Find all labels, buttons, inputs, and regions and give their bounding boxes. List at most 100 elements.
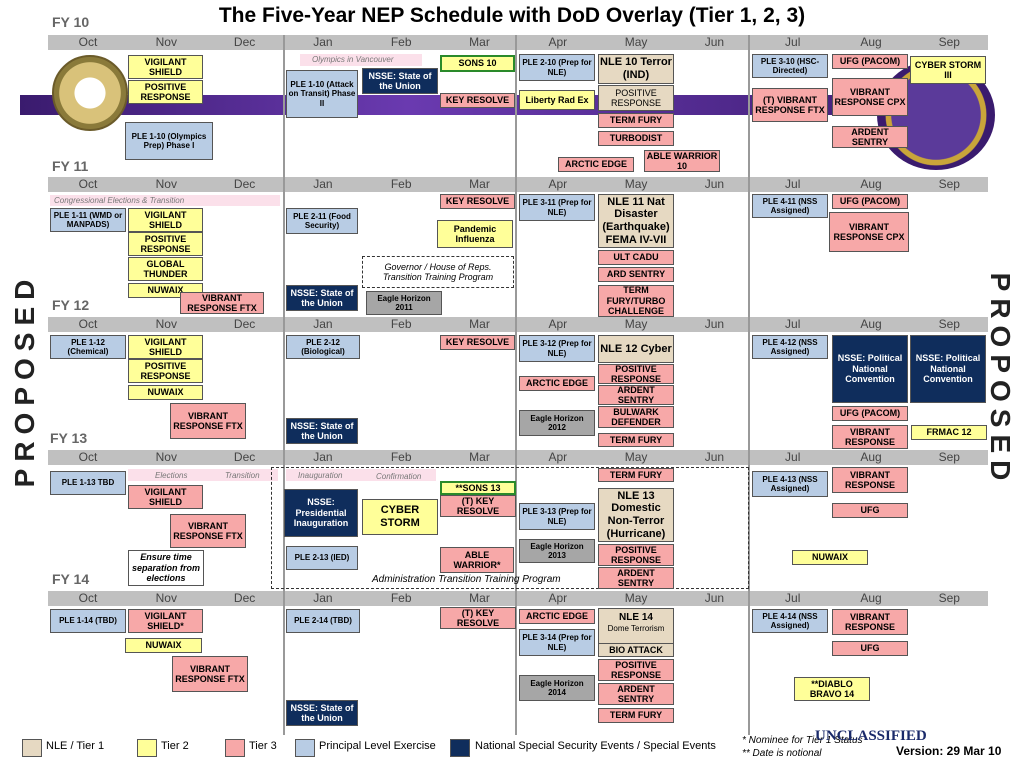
event-bio-attack[interactable]: BIO ATTACK (598, 643, 674, 657)
event-vigilant-shield[interactable]: VIGILANT SHIELD (128, 55, 203, 79)
event-arctic-edge[interactable]: ARCTIC EDGE (519, 609, 595, 624)
event-vigilant-shield[interactable]: VIGILANT SHIELD* (128, 609, 203, 633)
event-able-warrior-10[interactable]: ABLE WARRIOR 10 (644, 150, 720, 172)
event-positive-response-may[interactable]: POSITIVE RESPONSE (598, 364, 674, 384)
event-ple-2-10[interactable]: PLE 2-10 (Prep for NLE) (519, 54, 595, 81)
event-ufg-pacom[interactable]: UFG (PACOM) (832, 406, 908, 421)
event-global-thunder[interactable]: GLOBAL THUNDER (128, 257, 203, 281)
event-vibrant-response[interactable]: VIBRANT RESPONSE (832, 425, 908, 449)
event-ult-cadu[interactable]: ULT CADU (598, 250, 674, 265)
event-ple-4-14[interactable]: PLE 4-14 (NSS Assigned) (752, 609, 828, 633)
event-ardent-sentry[interactable]: ARDENT SENTRY (598, 683, 674, 705)
event-ufg-pacom[interactable]: UFG (PACOM) (832, 54, 908, 69)
event-arctic-edge[interactable]: ARCTIC EDGE (558, 157, 634, 172)
event-ardent-sentry[interactable]: ARDENT SENTRY (598, 385, 674, 405)
event-nsse-state-of-union[interactable]: NSSE: State of the Union (286, 700, 358, 726)
event-sons-10[interactable]: SONS 10 (440, 55, 515, 72)
event-vigilant-shield[interactable]: VIGILANT SHIELD (128, 335, 203, 359)
event-ple-3-10[interactable]: PLE 3-10 (HSC-Directed) (752, 54, 828, 78)
event-ple-2-13[interactable]: PLE 2-13 (IED) (286, 546, 358, 570)
event-ple-4-12[interactable]: PLE 4-12 (NSS Assigned) (752, 335, 828, 359)
event-ardent-sentry[interactable]: ARDENT SENTRY (598, 567, 674, 589)
event-ard-sentry[interactable]: ARD SENTRY (598, 267, 674, 282)
event-nle-12[interactable]: NLE 12 Cyber (598, 335, 674, 363)
event-ple-1-10-phase-1[interactable]: PLE 1-10 (Olympics Prep) Phase I (125, 122, 213, 160)
event-key-resolve[interactable]: (T) KEY RESOLVE (440, 495, 516, 517)
event-vibrant-response[interactable]: VIBRANT RESPONSE (832, 609, 908, 635)
event-ple-3-12[interactable]: PLE 3-12 (Prep for NLE) (519, 335, 595, 362)
event-nle-11[interactable]: NLE 11 Nat Disaster (Earthquake) FEMA IV… (598, 194, 674, 248)
event-ple-2-14[interactable]: PLE 2-14 (TBD) (286, 609, 360, 633)
event-nsse-state-of-union[interactable]: NSSE: State of the Union (362, 68, 438, 94)
event-nle-13[interactable]: NLE 13 Domestic Non-Terror (Hurricane) (598, 488, 674, 542)
event-term-fury[interactable]: TERM FURY (598, 468, 674, 482)
event-vibrant-response-ftx[interactable]: VIBRANT RESPONSE FTX (172, 656, 248, 692)
event-cyber-storm[interactable]: CYBER STORM (362, 499, 438, 535)
event-ufg[interactable]: UFG (832, 503, 908, 518)
event-vibrant-response-ftx[interactable]: VIBRANT RESPONSE FTX (170, 514, 246, 548)
event-ple-4-11[interactable]: PLE 4-11 (NSS Assigned) (752, 194, 828, 218)
event-key-resolve[interactable]: (T) KEY RESOLVE (440, 607, 516, 629)
event-ple-1-13[interactable]: PLE 1-13 TBD (50, 471, 126, 495)
event-key-resolve[interactable]: KEY RESOLVE (440, 335, 515, 350)
event-vibrant-response[interactable]: VIBRANT RESPONSE (832, 467, 908, 493)
event-bulwark-defender[interactable]: BULWARK DEFENDER (598, 406, 674, 428)
event-cyber-storm-iii[interactable]: CYBER STORM III (910, 56, 986, 84)
event-eagle-horizon-2012[interactable]: Eagle Horizon 2012 (519, 410, 595, 436)
event-term-fury-turbo[interactable]: TERM FURY/TURBO CHALLENGE (598, 285, 674, 317)
event-ufg[interactable]: UFG (832, 641, 908, 656)
event-ple-3-14[interactable]: PLE 3-14 (Prep for NLE) (519, 629, 595, 656)
event-vigilant-shield[interactable]: VIGILANT SHIELD (128, 208, 203, 232)
event-ple-3-13[interactable]: PLE 3-13 (Prep for NLE) (519, 503, 595, 530)
event-positive-response[interactable]: POSITIVE RESPONSE (128, 232, 203, 256)
event-vibrant-response-ftx[interactable]: VIBRANT RESPONSE FTX (180, 292, 264, 314)
event-nsse-political-convention[interactable]: NSSE: Political National Convention (832, 335, 908, 403)
event-frmac-12[interactable]: FRMAC 12 (911, 425, 987, 440)
event-positive-response[interactable]: POSITIVE RESPONSE (128, 359, 203, 383)
event-vigilant-shield[interactable]: VIGILANT SHIELD (128, 485, 203, 509)
event-nuwaix[interactable]: NUWAIX (792, 550, 868, 565)
event-sons-13[interactable]: **SONS 13 (440, 481, 516, 495)
event-nuwaix[interactable]: NUWAIX (128, 385, 203, 400)
event-vibrant-response-cpx[interactable]: VIBRANT RESPONSE CPX (829, 212, 909, 252)
event-nle-10[interactable]: NLE 10 Terror (IND) (598, 54, 674, 84)
event-diablo-bravo-14[interactable]: **DIABLO BRAVO 14 (794, 677, 870, 701)
event-ple-3-11[interactable]: PLE 3-11 (Prep for NLE) (519, 194, 595, 221)
event-term-fury[interactable]: TERM FURY (598, 113, 674, 128)
event-key-resolve[interactable]: KEY RESOLVE (440, 93, 515, 108)
event-positive-response-may[interactable]: POSITIVE RESPONSE (598, 85, 674, 111)
event-positive-response[interactable]: POSITIVE RESPONSE (598, 659, 674, 681)
event-key-resolve[interactable]: KEY RESOLVE (440, 194, 515, 209)
event-liberty-rad-ex[interactable]: Liberty Rad Ex (519, 90, 595, 110)
event-nuwaix[interactable]: NUWAIX (125, 638, 202, 653)
event-term-fury[interactable]: TERM FURY (598, 708, 674, 723)
event-eagle-horizon-2013[interactable]: Eagle Horizon 2013 (519, 539, 595, 563)
event-ple-1-12[interactable]: PLE 1-12 (Chemical) (50, 335, 126, 359)
event-ple-1-10-phase-2[interactable]: PLE 1-10 (Attack on Transit) Phase II (286, 70, 358, 118)
event-pandemic-influenza[interactable]: Pandemic Influenza (437, 220, 513, 248)
event-nsse-inauguration[interactable]: NSSE: Presidential Inauguration (284, 489, 358, 537)
event-ple-1-11[interactable]: PLE 1-11 (WMD or MANPADS) (50, 208, 126, 232)
event-ple-2-11[interactable]: PLE 2-11 (Food Security) (286, 208, 358, 234)
event-ple-2-12[interactable]: PLE 2-12 (Biological) (286, 335, 360, 359)
event-nsse-state-of-union[interactable]: NSSE: State of the Union (286, 285, 358, 311)
event-turbodist[interactable]: TURBODIST (598, 131, 674, 146)
event-nsse-political-convention[interactable]: NSSE: Political National Convention (910, 335, 986, 403)
event-vibrant-response-ftx[interactable]: VIBRANT RESPONSE FTX (170, 403, 246, 439)
olympics-label: Olympics in Vancouver (312, 55, 394, 64)
event-ple-4-13[interactable]: PLE 4-13 (NSS Assigned) (752, 471, 828, 497)
event-positive-response[interactable]: POSITIVE RESPONSE (598, 544, 674, 566)
event-nsse-state-of-union[interactable]: NSSE: State of the Union (286, 418, 358, 444)
event-arctic-edge[interactable]: ARCTIC EDGE (519, 376, 595, 391)
event-able-warrior[interactable]: ABLE WARRIOR* (440, 547, 514, 573)
event-ufg-pacom[interactable]: UFG (PACOM) (832, 194, 908, 209)
event-eagle-horizon-2014[interactable]: Eagle Horizon 2014 (519, 675, 595, 701)
event-term-fury[interactable]: TERM FURY (598, 433, 674, 447)
event-vibrant-response-cpx[interactable]: VIBRANT RESPONSE CPX (832, 78, 908, 116)
month-label: Oct (78, 317, 98, 331)
event-ple-1-14[interactable]: PLE 1-14 (TBD) (50, 609, 126, 633)
event-ardent-sentry[interactable]: ARDENT SENTRY (832, 126, 908, 148)
event-vibrant-response-ftx[interactable]: (T) VIBRANT RESPONSE FTX (752, 88, 828, 122)
event-positive-response[interactable]: POSITIVE RESPONSE (128, 80, 203, 104)
event-eagle-horizon-2011[interactable]: Eagle Horizon 2011 (366, 291, 442, 315)
